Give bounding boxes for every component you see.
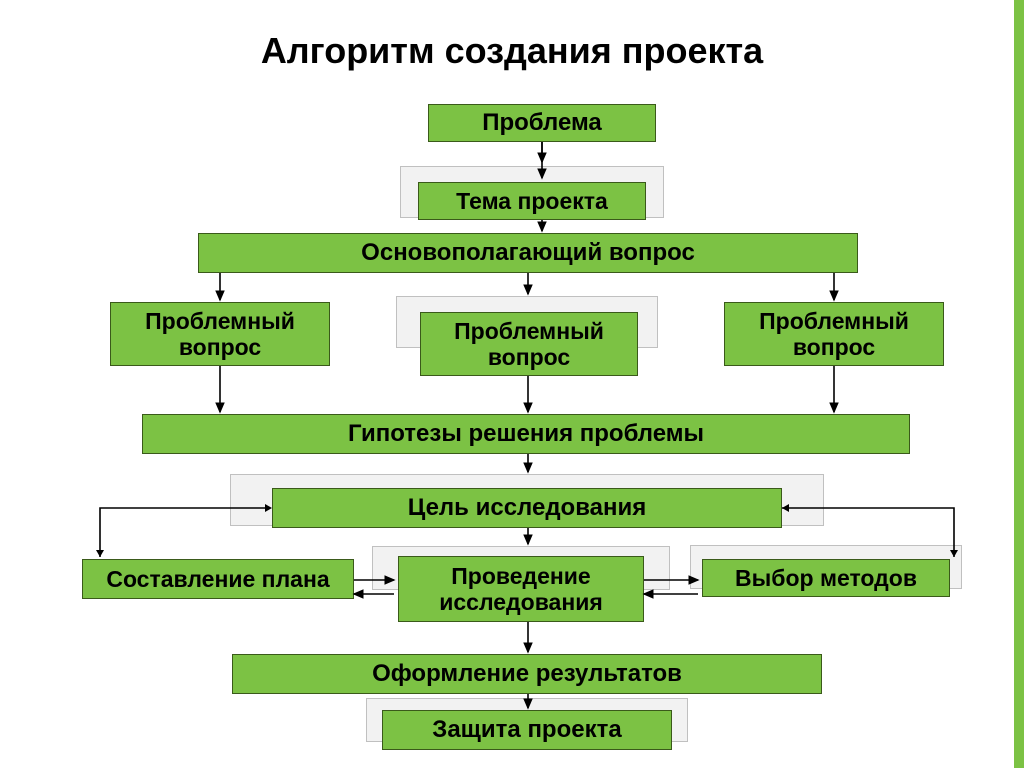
node-plan: Составление плана <box>82 559 354 599</box>
sidebar-accent <box>1014 0 1024 768</box>
node-problem-q-mid: Проблемный вопрос <box>420 312 638 376</box>
node-problem-q-left: Проблемный вопрос <box>110 302 330 366</box>
ghost-text-2: методов <box>718 598 938 628</box>
node-research-goal: Цель исследования <box>272 488 782 528</box>
node-results: Оформление результатов <box>232 654 822 694</box>
node-fundamental-q: Основополагающий вопрос <box>198 233 858 273</box>
node-topic: Тема проекта <box>418 182 646 220</box>
node-conduct-research: Проведение исследования <box>398 556 644 622</box>
page-title: Алгоритм создания проекта <box>0 30 1024 72</box>
node-hypotheses: Гипотезы решения проблемы <box>142 414 910 454</box>
node-problem: Проблема <box>428 104 656 142</box>
node-problem-q-right: Проблемный вопрос <box>724 302 944 366</box>
node-choose-methods: Выбор методов <box>702 559 950 597</box>
ghost-text-1: исследования <box>372 625 672 655</box>
node-defense: Защита проекта <box>382 710 672 750</box>
